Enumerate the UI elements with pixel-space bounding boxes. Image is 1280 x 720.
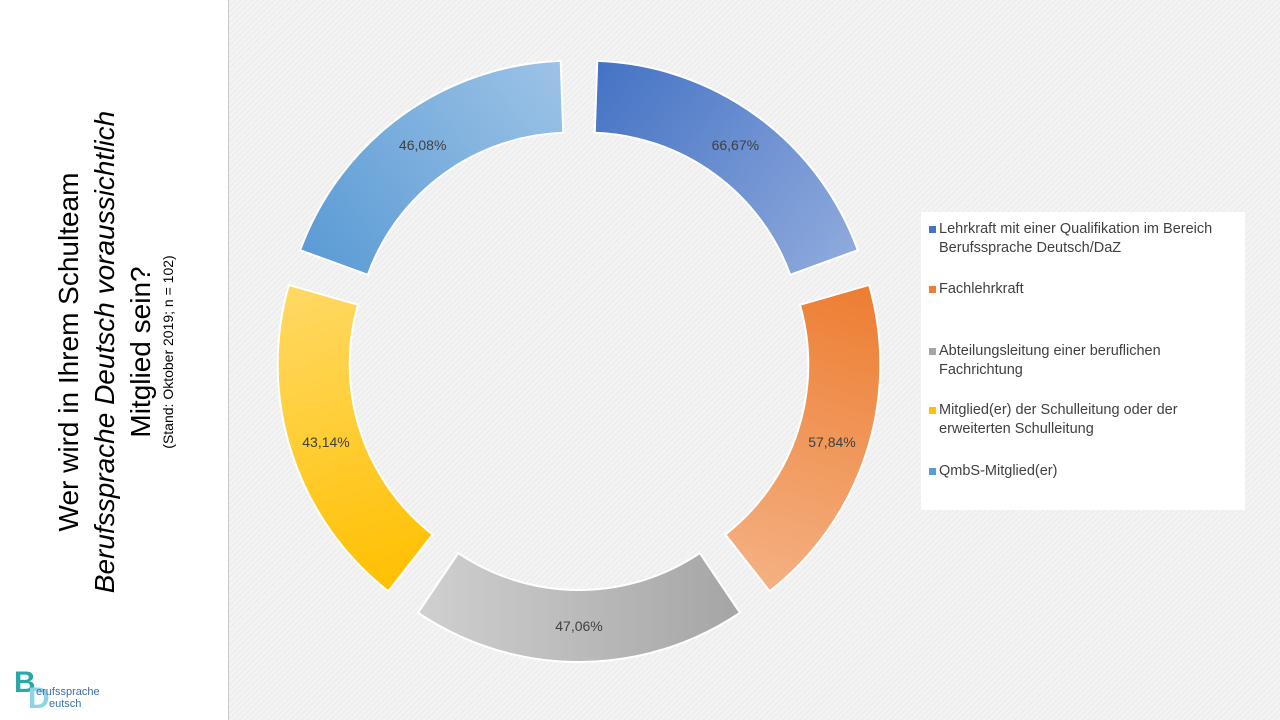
logo-letter-b: B: [14, 666, 36, 699]
data-label-5: 46,08%: [399, 137, 446, 153]
chart-area: 66,67% 57,84% 47,06% 43,14% 46,08% Lehrkraft…: [228, 0, 1280, 720]
data-label-3: 47,06%: [555, 618, 602, 634]
donut-slice-3: [416, 551, 742, 663]
logo-letter-d: D: [28, 682, 50, 715]
legend-swatch-5: [929, 468, 936, 475]
title-line-3: Mitglied sein?: [125, 266, 156, 438]
donut-slice-4: [276, 283, 435, 593]
chart-legend: Lehrkraft mit einer Qualifikation im Ber…: [921, 212, 1245, 510]
data-label-2: 57,84%: [808, 434, 855, 450]
data-label-1: 66,67%: [712, 137, 759, 153]
legend-item-4: Mitglied(er) der Schulleitung oder der e…: [929, 401, 1241, 439]
donut-slice-5: [298, 59, 565, 277]
logo-word-1: erufssprache: [36, 686, 100, 698]
berufssprache-deutsch-logo: B D erufssprache eutsch: [14, 666, 124, 715]
chart-subtitle: (Stand: Oktober 2019; n = 102): [160, 255, 176, 449]
data-label-4: 43,14%: [302, 434, 349, 450]
donut-slice-1: [593, 59, 860, 277]
title-panel: Wer wird in Ihrem Schulteam Berufssprach…: [0, 0, 228, 720]
legend-swatch-1: [929, 226, 936, 233]
legend-label-2: Fachlehrkraft: [939, 281, 1024, 297]
chart-title: Wer wird in Ihrem Schulteam Berufssprach…: [51, 32, 177, 672]
donut-chart: 66,67% 57,84% 47,06% 43,14% 46,08%: [276, 59, 882, 663]
donut-slice-2: [723, 283, 882, 593]
legend-item-2: Fachlehrkraft: [929, 280, 1241, 299]
legend-label-1: Lehrkraft mit einer Qualifikation im Ber…: [939, 221, 1213, 256]
legend-item-5: QmbS-Mitglied(er): [929, 462, 1241, 481]
legend-item-1: Lehrkraft mit einer Qualifikation im Ber…: [929, 220, 1241, 258]
legend-label-4: Mitglied(er) der Schulleitung oder der e…: [939, 402, 1178, 437]
legend-swatch-3: [929, 348, 936, 355]
donut-slices: [276, 59, 882, 663]
legend-item-3: Abteilungsleitung einer beruflichen Fach…: [929, 342, 1241, 380]
legend-label-3: Abteilungsleitung einer beruflichen Fach…: [939, 343, 1161, 378]
legend-swatch-4: [929, 407, 936, 414]
legend-swatch-2: [929, 286, 936, 293]
data-labels: 66,67% 57,84% 47,06% 43,14% 46,08%: [302, 137, 855, 634]
legend-label-5: QmbS-Mitglied(er): [939, 463, 1058, 479]
title-line-1: Wer wird in Ihrem Schulteam: [53, 172, 84, 532]
title-line-2: Berufssprache Deutsch voraussichtlich: [89, 110, 120, 594]
logo-word-2: eutsch: [49, 698, 82, 710]
